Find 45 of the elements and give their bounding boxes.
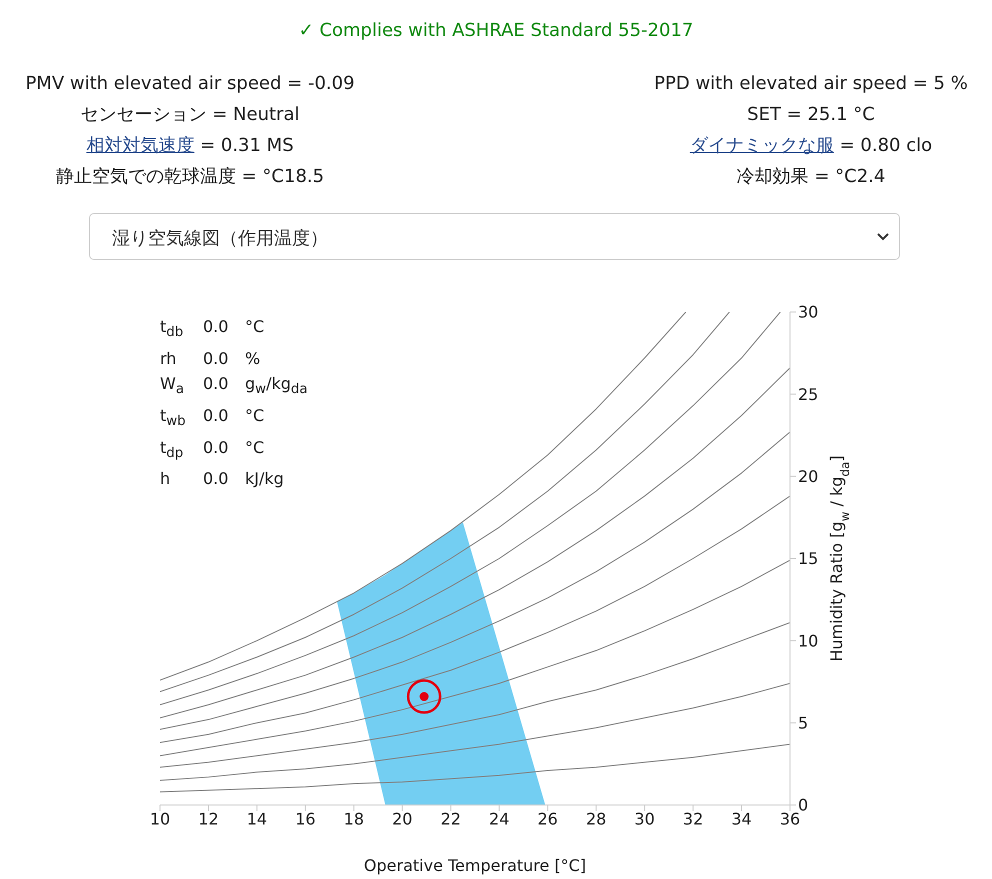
- x-tick-label: 28: [586, 809, 606, 828]
- line-series: [160, 367, 790, 718]
- text: PPD with elevated air speed = 5 %: [654, 73, 968, 94]
- y-tick-label: 25: [798, 384, 818, 404]
- chart-title: ✓ Complies with ASHRAE Standard 55-2017: [298, 20, 694, 41]
- x-tick-label: 20: [392, 809, 412, 828]
- y-tick-label: 0: [798, 796, 808, 815]
- text: t$_{wb}$ 0.0 °C: [160, 406, 264, 430]
- x-tick-label: 34: [731, 809, 752, 828]
- text: W$_{a}$ 0.0 g$_{w}$/kg$_{da}$: [160, 374, 308, 398]
- x-tick-label: 10: [150, 809, 170, 828]
- y-tick-label: 10: [798, 631, 818, 650]
- line-series: [160, 431, 790, 730]
- line-series: [160, 744, 790, 792]
- text: rh 0.0 %: [160, 348, 260, 368]
- x-tick-label: 18: [344, 809, 364, 828]
- text: t$_{db}$ 0.0 °C: [160, 317, 264, 340]
- x-tick-label: 24: [489, 809, 510, 828]
- x-tick-label: 22: [440, 809, 461, 828]
- text: h 0.0 kJ/kg: [160, 469, 284, 488]
- line-series: [160, 682, 790, 781]
- x-axis-title: Operative Temperature [°C]: [364, 856, 586, 875]
- x-tick-label: 32: [682, 809, 704, 828]
- text: PMV with elevated air speed = -0.09: [25, 73, 355, 94]
- text: t$_{dp}$ 0.0 °C: [160, 438, 264, 461]
- text: センセーション = Neutral: [80, 104, 300, 125]
- y-tick-label: 15: [798, 549, 818, 568]
- text: SET = 25.1 °C: [747, 104, 875, 125]
- text: 静止空気での乾球温度 = °C18.5: [56, 166, 324, 187]
- text: 相対対気速度 = 0.31 MS: [85, 134, 295, 158]
- y-tick-label: 20: [798, 467, 818, 486]
- x-tick-label: 12: [198, 809, 219, 828]
- line-series: [160, 622, 790, 768]
- x-tick-label: 26: [538, 809, 558, 828]
- text: ダイナミックな服 = 0.80 clo: [688, 134, 934, 158]
- x-tick-label: 14: [246, 809, 268, 828]
- text: 冷却効果 = °C2.4: [736, 166, 886, 187]
- line-series: [160, 496, 790, 744]
- y-tick-label: 30: [798, 302, 818, 322]
- x-tick-label: 16: [295, 809, 316, 828]
- line-series: [160, 560, 790, 756]
- y-tick-label: 5: [798, 714, 808, 733]
- x-tick-label: 30: [634, 809, 655, 828]
- chart-subtitle: 湿り空気線図（作用温度）: [112, 228, 328, 249]
- x-tick-label: 36: [780, 809, 800, 828]
